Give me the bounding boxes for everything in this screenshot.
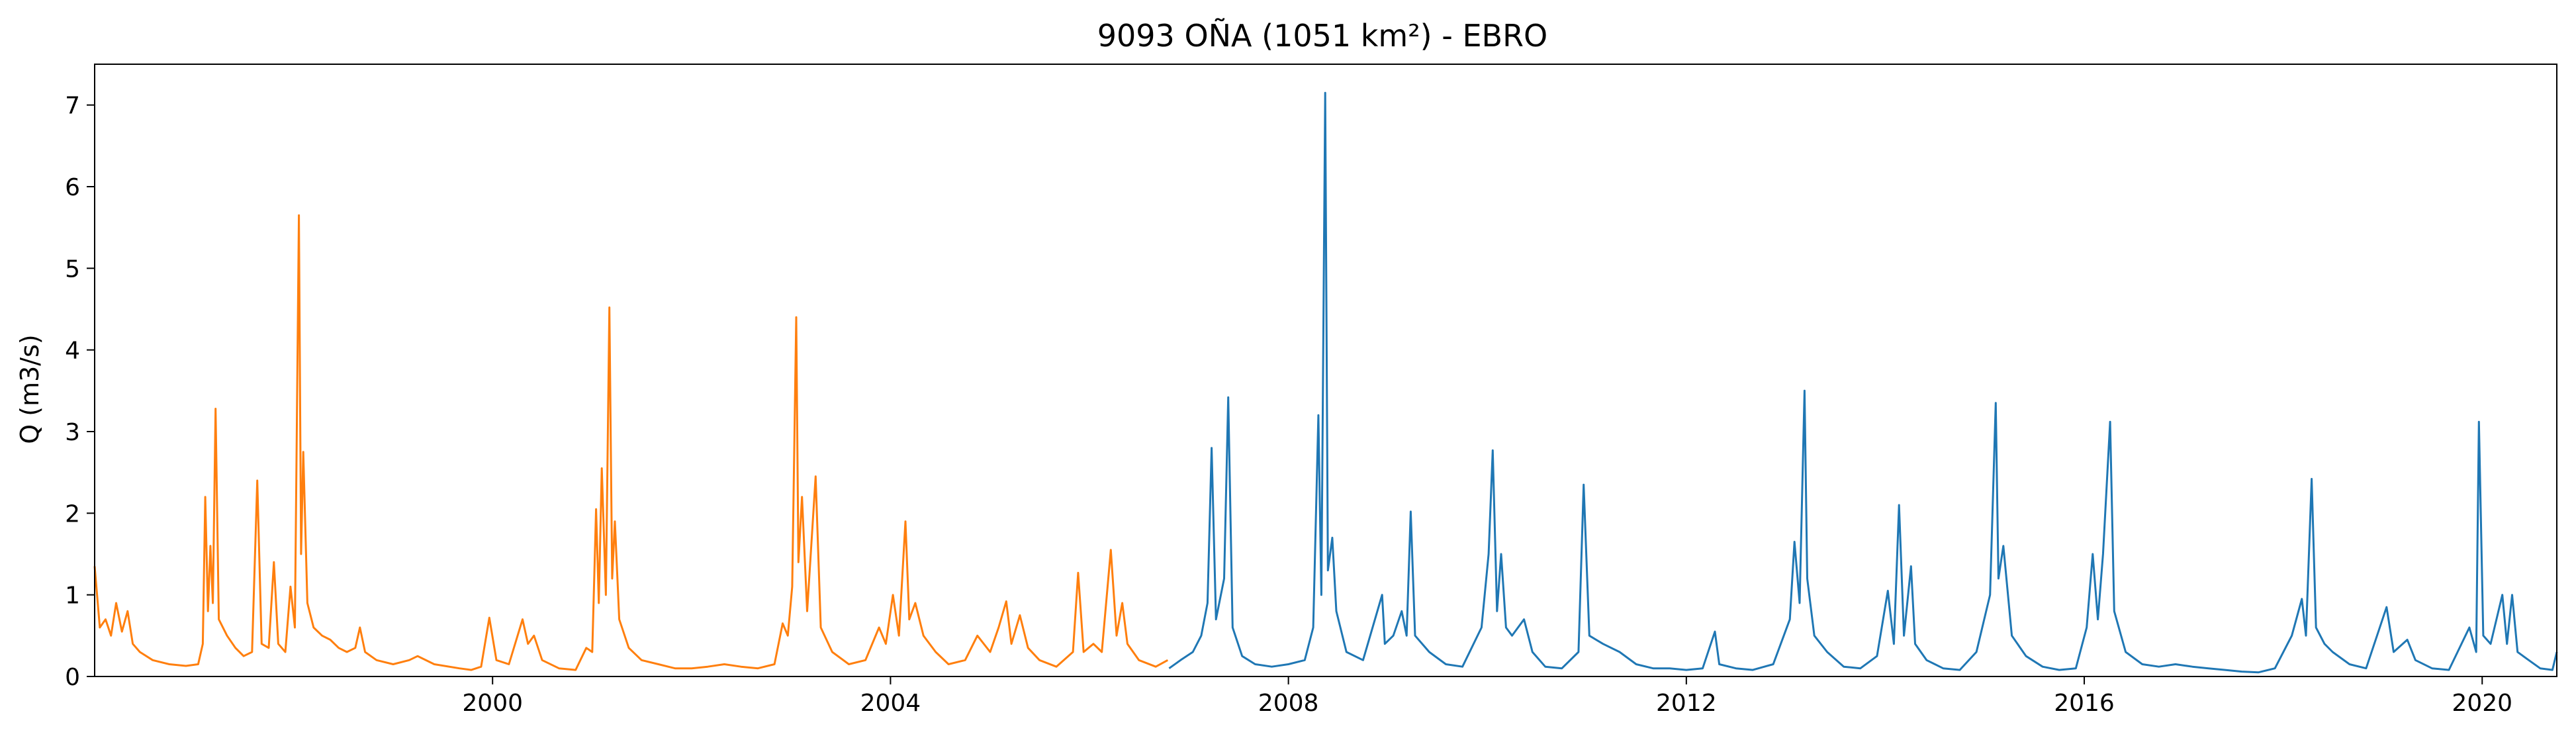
y-tick-label-7: 7 (65, 93, 80, 120)
chart-title: 9093 OÑA (1051 km²) - EBRO (1097, 18, 1548, 54)
y-tick-label-6: 6 (65, 174, 80, 201)
series-layer (93, 91, 2558, 674)
y-tick-label-0: 0 (65, 664, 80, 691)
x-tick-label-2004: 2004 (860, 690, 921, 717)
y-tick-label-3: 3 (65, 419, 80, 446)
tick-layer: 2000 2004 2008 2012 2016 2020 0 1 2 3 4 5 6 7 (65, 93, 2512, 717)
y-axis-label: Q (m3/s) (15, 334, 44, 443)
y-tick-label-4: 4 (65, 338, 80, 365)
y-tick-label-5: 5 (65, 256, 80, 283)
series-line-1 (93, 214, 1169, 671)
plot-frame (94, 64, 2557, 677)
x-tick-label-2016: 2016 (2054, 690, 2115, 717)
x-tick-label-2012: 2012 (1656, 690, 1717, 717)
x-tick-label-2000: 2000 (462, 690, 523, 717)
y-tick-label-1: 1 (65, 582, 80, 610)
x-tick-label-2008: 2008 (1258, 690, 1319, 717)
x-tick-label-2020: 2020 (2452, 690, 2512, 717)
series-line-2 (1168, 91, 2558, 674)
y-tick-label-2: 2 (65, 500, 80, 528)
